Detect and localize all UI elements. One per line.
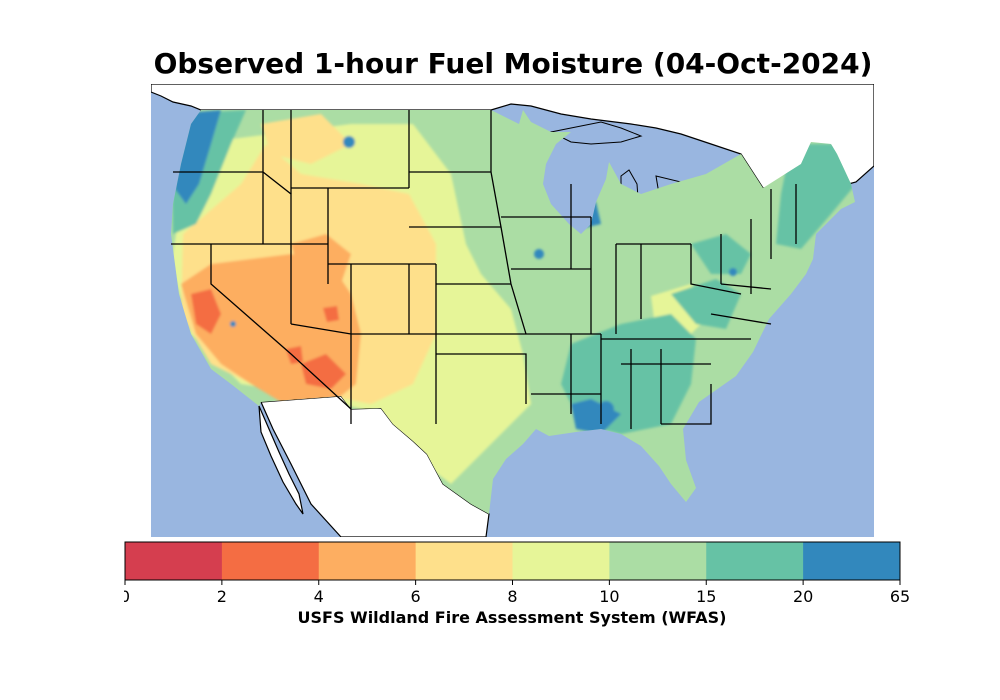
colorbar-bin-20-65 bbox=[803, 542, 901, 580]
colorbar-tick-label: 15 bbox=[696, 587, 716, 605]
state-borders bbox=[171, 110, 797, 429]
colorbar: 0 2 4 6 8 10 15 20 65 bbox=[124, 541, 910, 605]
source-credit: USFS Wildland Fire Assessment System (WF… bbox=[297, 608, 727, 627]
map-title: Observed 1-hour Fuel Moisture (04-Oct-20… bbox=[153, 47, 873, 80]
colorbar-tick-label: 8 bbox=[507, 587, 517, 605]
colorbar-tick-label: 10 bbox=[599, 587, 619, 605]
colorbar-bin-8-10 bbox=[512, 542, 610, 580]
colorbar-bin-10-15 bbox=[609, 542, 707, 580]
colorbar-tick-label: 0 bbox=[124, 587, 130, 605]
colorbar-bin-6-8 bbox=[415, 542, 513, 580]
colorbar-tick-label: 65 bbox=[890, 587, 910, 605]
colorbar-bin-4-6 bbox=[318, 542, 417, 580]
lake-superior bbox=[549, 121, 643, 145]
colorbar-tick-label: 20 bbox=[793, 587, 813, 605]
colorbar-bin-2-4 bbox=[221, 542, 320, 580]
colorbar-bin-0-2 bbox=[125, 542, 223, 580]
colorbar-tick-label: 2 bbox=[217, 587, 227, 605]
colorbar-bin-15-20 bbox=[706, 542, 804, 580]
colorbar-tick-label: 4 bbox=[314, 587, 324, 605]
fuel-moisture-map bbox=[151, 84, 874, 537]
baja-peninsula bbox=[258, 405, 304, 515]
colorbar-tick-label: 6 bbox=[411, 587, 421, 605]
